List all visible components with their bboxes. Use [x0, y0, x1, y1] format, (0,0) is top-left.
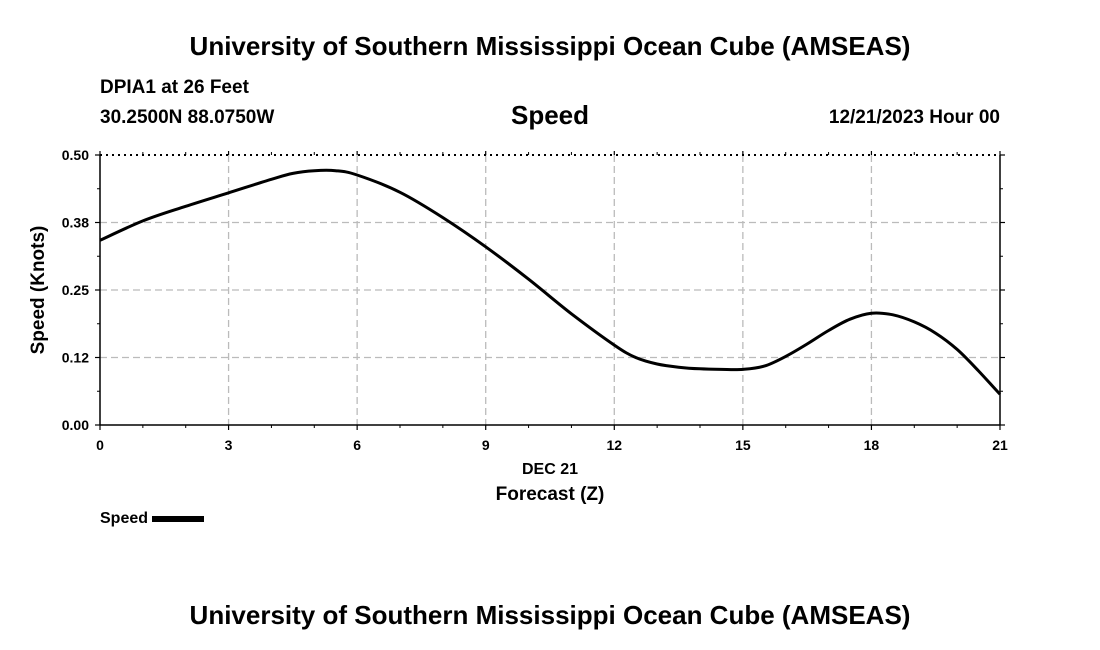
- footer-title: University of Southern Mississippi Ocean…: [189, 600, 911, 630]
- x-tick-label: 15: [735, 437, 751, 453]
- y-tick-label: 0.00: [62, 417, 89, 433]
- x-tick-label: 9: [482, 437, 490, 453]
- legend-label: Speed: [100, 510, 149, 527]
- x-date-label: DEC 21: [522, 461, 578, 478]
- y-tick-label: 0.50: [62, 147, 89, 163]
- x-tick-label: 21: [992, 437, 1008, 453]
- coordinates-label: 30.2500N 88.0750W: [100, 107, 275, 128]
- legend-line-swatch: [152, 515, 205, 522]
- x-tick-label: 6: [353, 437, 361, 453]
- chart-main-title: University of Southern Mississippi Ocean…: [189, 31, 911, 61]
- y-tick-label: 0.38: [62, 215, 89, 231]
- plot-title: Speed: [510, 100, 590, 130]
- datetime-label: 12/21/2023 Hour 00: [828, 107, 1000, 128]
- speed-series-line: [99, 168, 1002, 396]
- y-tick-label: 0.25: [62, 282, 89, 298]
- x-tick-label: 18: [864, 437, 880, 453]
- y-tick-label: 0.12: [62, 350, 89, 366]
- legend: Speed: [100, 510, 205, 528]
- x-tick-label: 3: [225, 437, 233, 453]
- y-axis-title: Speed (Knots): [28, 226, 49, 355]
- station-label: DPIA1 at 26 Feet: [100, 77, 249, 98]
- x-axis-title: Forecast (Z): [496, 484, 605, 505]
- x-tick-label: 12: [606, 437, 622, 453]
- x-tick-label: 0: [96, 437, 104, 453]
